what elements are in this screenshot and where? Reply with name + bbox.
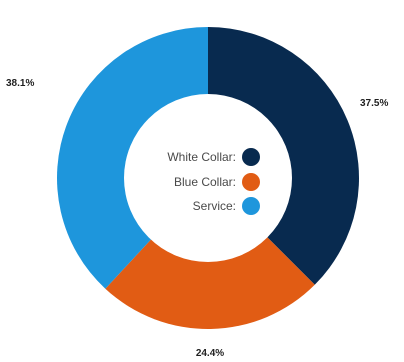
value-label-white-collar: 37.5% <box>360 98 388 109</box>
chart-legend: White Collar: Blue Collar: Service: <box>167 148 260 215</box>
legend-label-service: Service: <box>193 199 236 213</box>
value-label-blue-collar: 24.4% <box>196 348 224 359</box>
legend-swatch-white-collar <box>242 148 260 166</box>
legend-swatch-blue-collar <box>242 173 260 191</box>
legend-label-white-collar: White Collar: <box>167 150 236 164</box>
value-label-service: 38.1% <box>6 78 34 89</box>
legend-label-blue-collar: Blue Collar: <box>174 175 236 189</box>
value-labels: 37.5% 24.4% 38.1% <box>6 78 388 359</box>
donut-hole <box>124 94 292 262</box>
legend-swatch-service <box>242 197 260 215</box>
